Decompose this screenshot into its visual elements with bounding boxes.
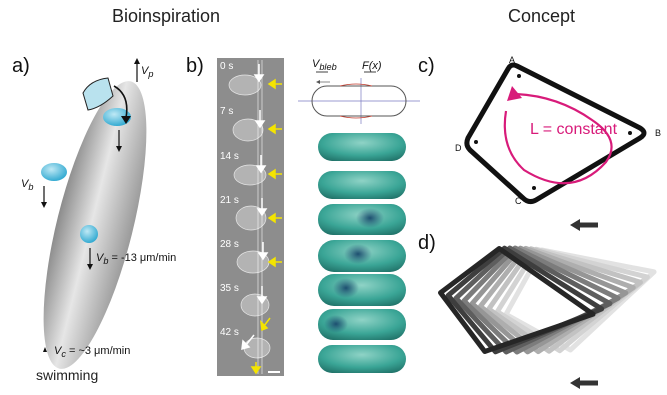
swimming-caption: swimming [36,367,99,383]
l-constant-label: L = constant [530,121,618,138]
panel-label-b: b) [186,55,204,77]
quad-outline [464,62,647,205]
time-label: 7 s [220,106,234,117]
protrusion [82,77,114,111]
bleb-center [80,225,98,243]
vp-label: Vp [141,65,154,80]
cell-body [43,81,147,369]
time-label: 35 s [220,283,239,294]
time-label: 0 s [220,61,234,72]
vertex-a: A [509,55,516,65]
vertex-c: C [515,196,522,206]
header-concept: Concept [508,6,576,26]
vertex-d: D [455,143,462,153]
vc-label: Vc = ~3 μm/min [54,345,131,360]
panel-label-a: a) [12,55,30,77]
time-label: 14 s [220,151,239,162]
magenta-loop [503,92,613,185]
time-label: 42 s [220,327,239,338]
bleb-top [103,108,131,126]
header-bioinspiration: Bioinspiration [112,6,221,26]
time-label: 28 s [220,239,239,250]
time-label: 21 s [220,195,239,206]
vb-label: Vb [21,178,34,193]
vb2-label: Vb = -13 μm/min [96,252,177,267]
fx-label: F(x) [362,60,382,72]
panel-label-c: c) [418,55,435,77]
vbleb-label: Vbleb [312,58,337,73]
panel-label-d: d) [418,232,436,254]
vertex-b: B [655,128,662,138]
bleb-left [41,163,67,181]
